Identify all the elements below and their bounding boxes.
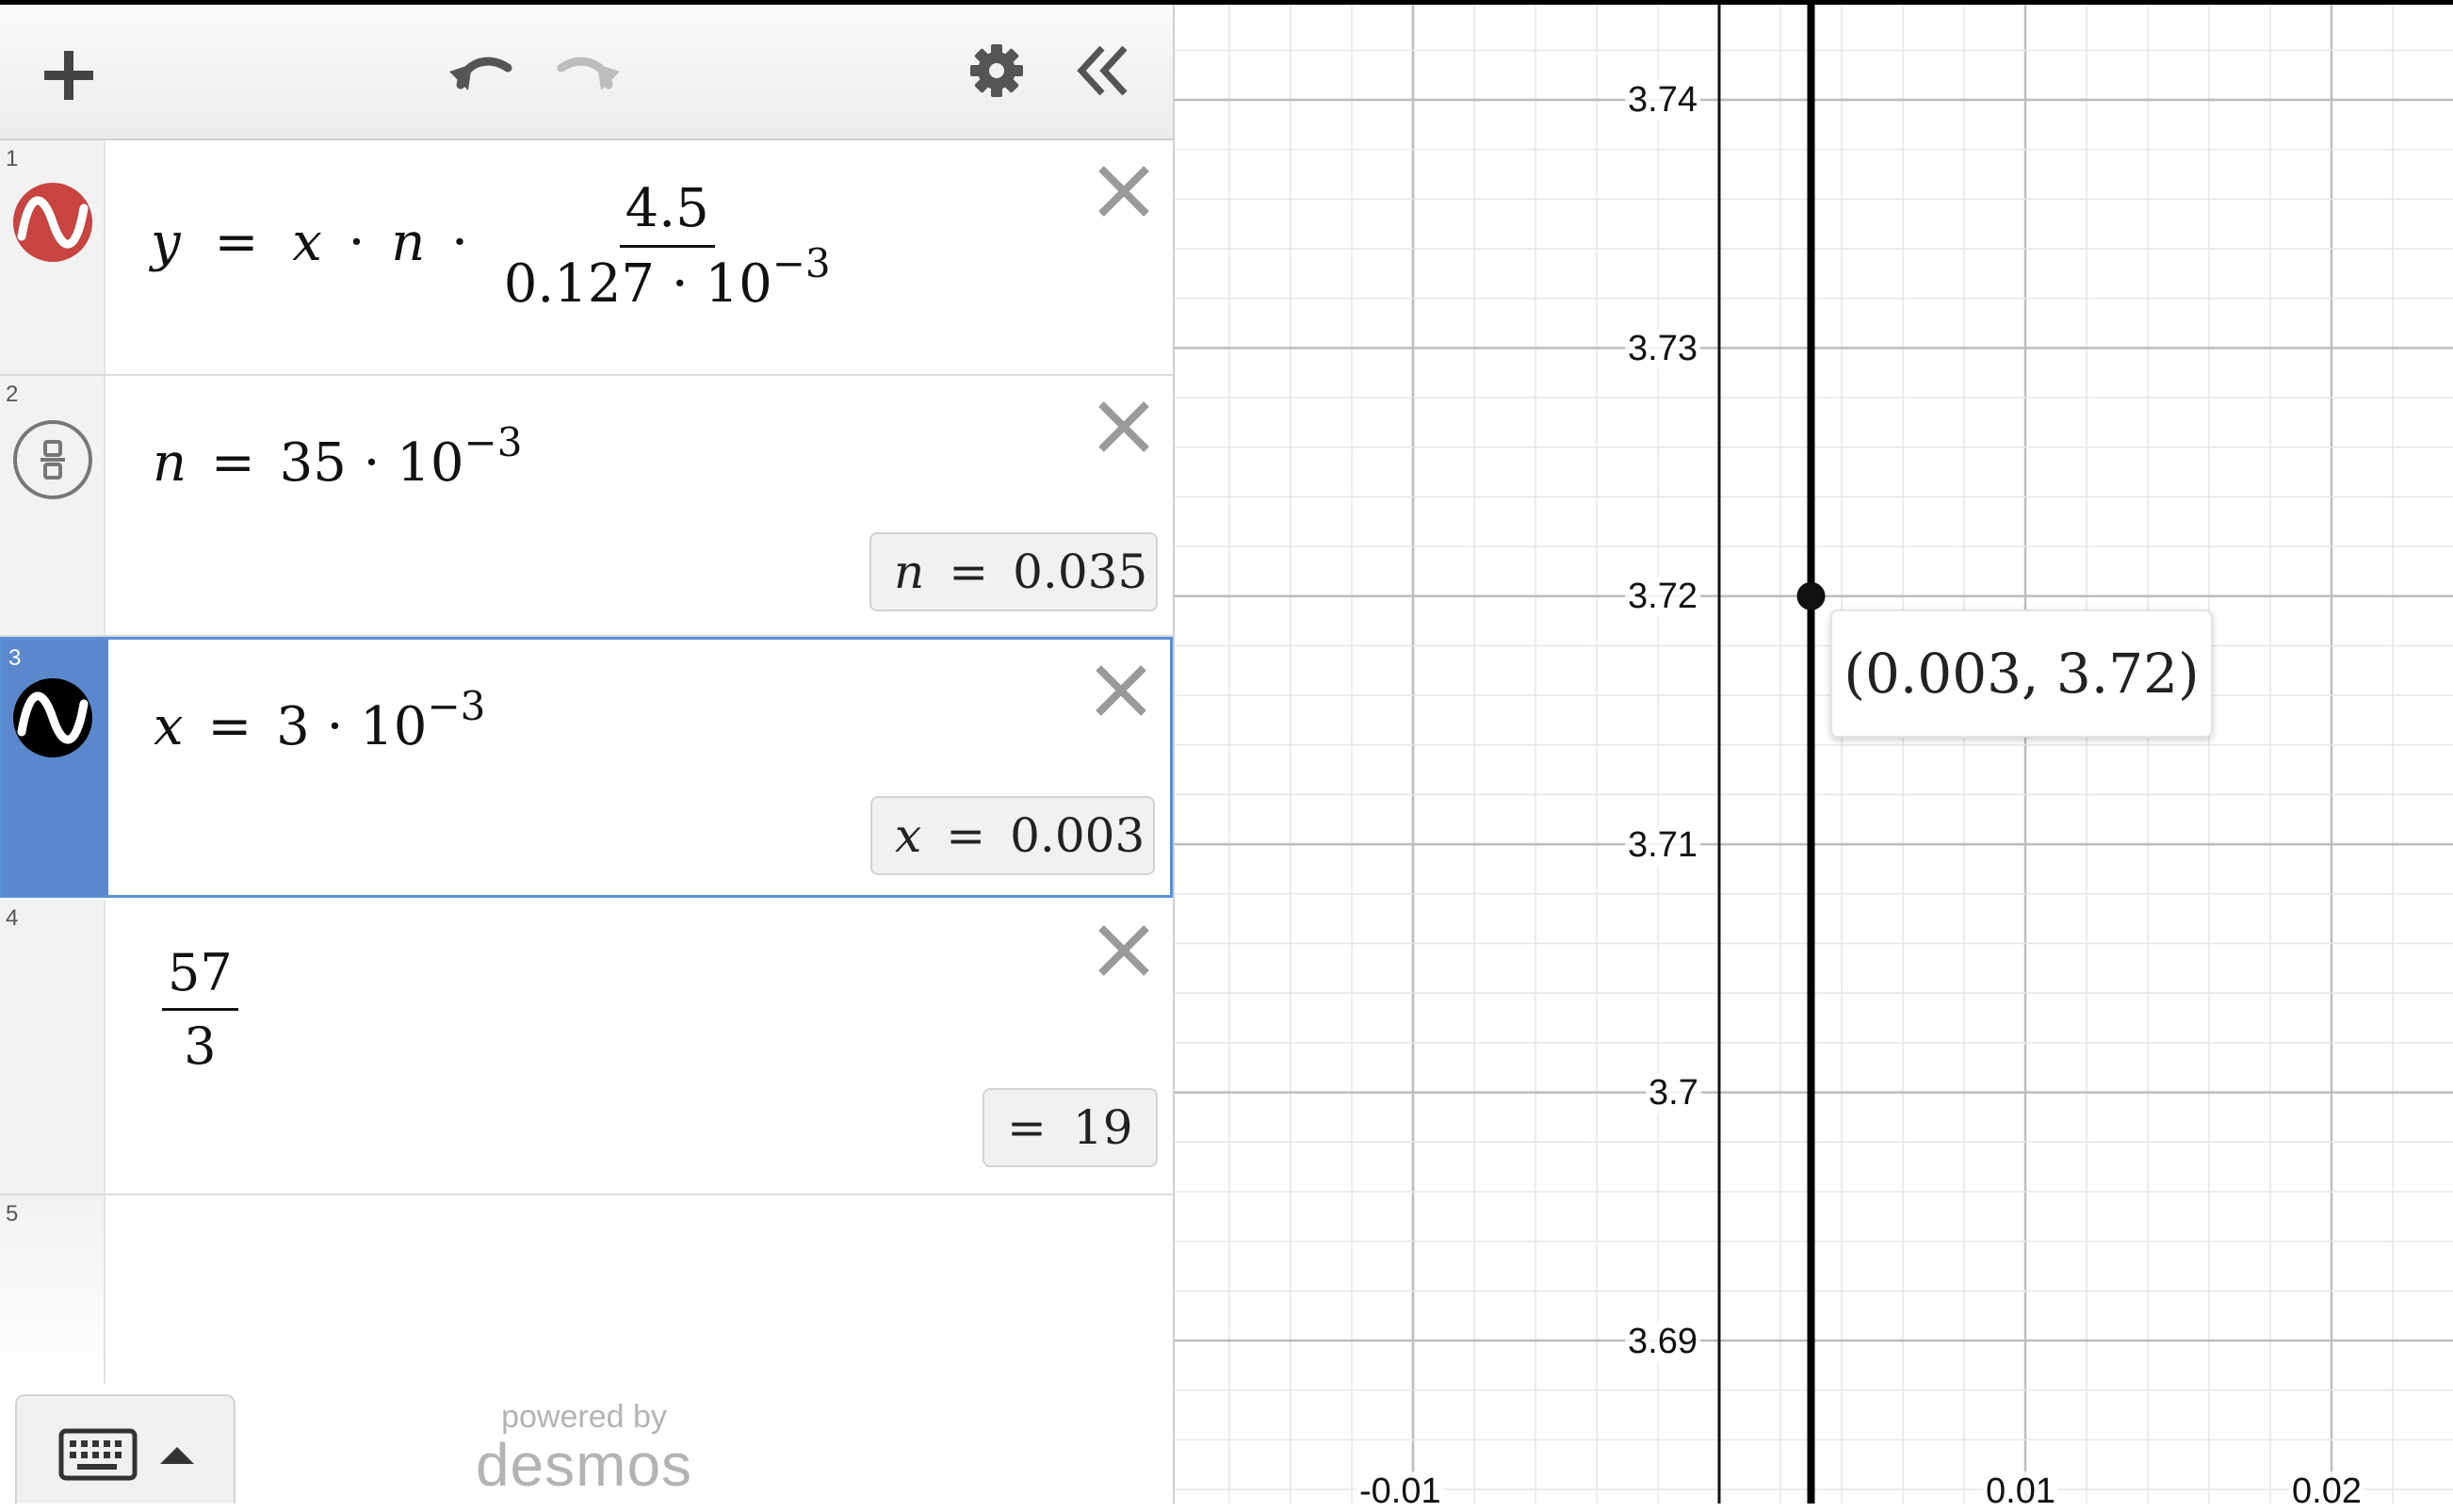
- desmos-logo: desmos: [475, 1431, 693, 1499]
- math-base: 35 · 10: [279, 432, 464, 494]
- expression-row-1[interactable]: 1 y = x · n · 4.5 0.127 · 10−3: [0, 140, 1173, 376]
- keyboard-toggle-button[interactable]: [15, 1394, 236, 1504]
- x-tick-label: 0.02: [2289, 1471, 2364, 1512]
- evaluation-result: x = 0.003: [870, 796, 1155, 875]
- expression-gutter: 3: [3, 640, 108, 895]
- math-operator: =: [210, 432, 255, 494]
- result-operator: =: [949, 545, 989, 599]
- y-tick-label: 3.72: [1625, 577, 1700, 617]
- math-variable: n: [391, 212, 426, 273]
- graph-grid[interactable]: [1175, 5, 2453, 1504]
- math-operator: =: [207, 696, 252, 757]
- result-variable: n: [894, 545, 925, 599]
- math-variable: y: [151, 212, 181, 273]
- expression-input[interactable]: x = 3 · 10−3: [154, 683, 485, 757]
- powered-by-desmos[interactable]: powered by desmos: [471, 1399, 697, 1495]
- settings-button[interactable]: [959, 33, 1034, 108]
- evaluation-result: n = 0.035: [869, 532, 1158, 611]
- math-exponent: −3: [427, 683, 486, 729]
- redo-icon: [557, 57, 620, 90]
- delete-expression-icon[interactable]: [1093, 662, 1149, 719]
- expression-number: 3: [8, 645, 22, 671]
- math-base: 3 · 10: [276, 696, 428, 757]
- double-chevron-left-icon: [1077, 45, 1128, 96]
- y-tick-label: 3.73: [1625, 329, 1700, 369]
- expression-input[interactable]: y = x · n · 4.5 0.127 · 10−3: [151, 178, 837, 315]
- keyboard-icon: [58, 1428, 138, 1481]
- y-tick-label: 3.69: [1625, 1322, 1700, 1362]
- result-variable: x: [895, 808, 922, 863]
- point-coordinates: (0.003, 3.72): [1844, 642, 2200, 706]
- result-operator: =: [946, 808, 986, 863]
- point-coordinate-label: (0.003, 3.72): [1830, 610, 2213, 738]
- expression-number: 1: [6, 146, 19, 171]
- math-operator: ·: [451, 212, 468, 273]
- expression-gutter: 5: [0, 1195, 106, 1384]
- expression-input[interactable]: 57 3: [162, 943, 238, 1076]
- fraction-denominator: 3: [184, 1016, 217, 1076]
- expression-row-2[interactable]: 2 n = 35 · 10−3 n = 0.035: [0, 376, 1173, 637]
- expression-row-3[interactable]: 3 x = 3 · 10−3 x = 0.003: [0, 637, 1173, 898]
- math-fraction: 4.5 0.127 · 10−3: [498, 178, 837, 315]
- y-tick-label: 3.74: [1625, 80, 1700, 121]
- delete-expression-icon[interactable]: [1096, 398, 1152, 455]
- delete-expression-icon[interactable]: [1096, 163, 1152, 219]
- math-operator: ·: [348, 212, 366, 273]
- fraction-numerator: 57: [162, 943, 238, 1011]
- expression-gutter: 4: [0, 900, 106, 1194]
- expression-toolbar: [0, 5, 1173, 140]
- evaluation-result: = 19: [983, 1088, 1158, 1167]
- result-value: 0.003: [1010, 808, 1145, 863]
- math-variable: n: [153, 432, 187, 494]
- intersection-point[interactable]: [1796, 581, 1826, 610]
- fraction-denominator: 0.127 · 10−3: [498, 240, 837, 315]
- graph-style-icon[interactable]: [12, 182, 93, 263]
- math-operator: =: [214, 212, 259, 273]
- expression-gutter: 1: [0, 140, 106, 374]
- expression-number: 4: [6, 905, 19, 931]
- result-value: 0.035: [1013, 545, 1148, 599]
- fraction-numerator: 4.5: [619, 178, 715, 248]
- undo-icon: [449, 57, 512, 90]
- gear-icon: [970, 44, 1023, 97]
- undo-button[interactable]: [438, 38, 523, 104]
- redo-button[interactable]: [546, 38, 631, 104]
- denominator-exponent: −3: [772, 240, 831, 286]
- graph-paper[interactable]: 3.74 3.73 3.72 3.71 3.7 3.69 -0.01 0.01 …: [1175, 5, 2453, 1512]
- delete-expression-icon[interactable]: [1096, 922, 1152, 979]
- math-variable: x: [154, 696, 184, 757]
- math-variable: x: [292, 212, 322, 273]
- result-value: 19: [1072, 1100, 1133, 1155]
- expression-row-5[interactable]: 5: [0, 1195, 1173, 1384]
- y-tick-label: 3.7: [1646, 1073, 1701, 1114]
- math-exponent: −3: [463, 419, 523, 465]
- expression-number: 5: [6, 1201, 19, 1227]
- collapse-panel-button[interactable]: [1066, 33, 1142, 108]
- expression-input[interactable]: n = 35 · 10−3: [153, 419, 522, 494]
- x-tick-label: -0.01: [1356, 1471, 1444, 1512]
- slider-icon[interactable]: [12, 419, 93, 500]
- expression-row-4[interactable]: 4 57 3 = 19: [0, 900, 1173, 1195]
- plus-icon: [44, 51, 93, 100]
- expression-list-panel: 1 y = x · n · 4.5 0.127 · 10−3 2: [0, 5, 1175, 1504]
- top-border: [0, 0, 2453, 5]
- y-tick-label: 3.71: [1625, 825, 1700, 866]
- powered-by-text: powered by: [501, 1399, 667, 1435]
- expression-number: 2: [6, 382, 19, 407]
- add-item-button[interactable]: [26, 33, 111, 118]
- expression-gutter: 2: [0, 376, 106, 635]
- caret-up-icon: [160, 1447, 194, 1464]
- result-operator: =: [1007, 1100, 1047, 1155]
- denominator-base: 0.127 · 10: [503, 253, 772, 315]
- graph-style-icon[interactable]: [12, 677, 93, 758]
- x-tick-label: 0.01: [1983, 1471, 2058, 1512]
- math-fraction: 57 3: [162, 943, 238, 1076]
